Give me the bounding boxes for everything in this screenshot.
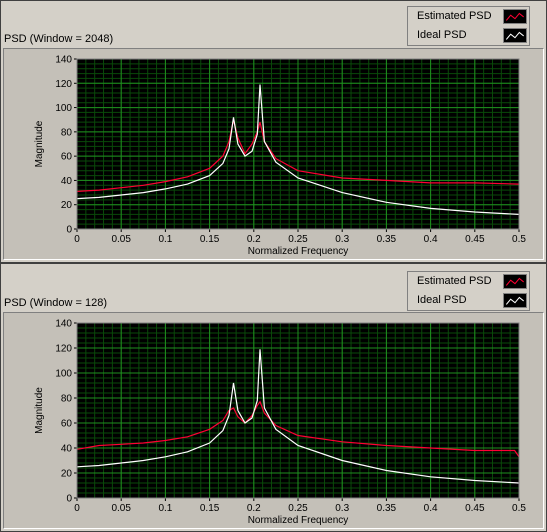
y-tick-label: 60: [61, 419, 73, 430]
y-tick-label: 120: [55, 344, 72, 355]
series-estimated-psd: [77, 400, 519, 458]
psd-graph-2048[interactable]: 0 0.05 0.1 0.15 0.2 0.25 0.3 0.35 0.4 0.45 0.5 0 20 4…: [4, 49, 543, 259]
x-tick-label: 0.5: [512, 234, 526, 245]
y-tick-label: 20: [61, 469, 73, 480]
x-tick-label: 0.3: [335, 503, 349, 514]
x-tick-label: 0.35: [377, 234, 397, 245]
plot-border: [76, 58, 520, 230]
y-tick-label: 80: [61, 127, 73, 138]
legend-item-estimated[interactable]: Estimated PSD: [408, 272, 529, 291]
legend[interactable]: Estimated PSD Ideal PSD: [407, 6, 530, 46]
x-tick-label: 0.05: [111, 234, 131, 245]
x-tick-label: 0.5: [512, 503, 526, 514]
y-tick-label: 140: [55, 55, 72, 66]
psd-panel-window-128: PSD (Window = 128) Estimated PSD Ideal P…: [0, 265, 547, 532]
y-tick-label: 0: [66, 225, 72, 236]
y-tick-label: 60: [61, 152, 73, 163]
series-ideal-psd: [77, 84, 519, 215]
y-tick-label: 140: [55, 319, 72, 330]
y-tick-label: 20: [61, 200, 73, 211]
y-tick-label: 120: [55, 79, 72, 90]
x-tick-label: 0.25: [288, 503, 308, 514]
x-tick-label: 0.45: [465, 503, 485, 514]
y-tick-label: 40: [61, 176, 73, 187]
x-tick-label: 0.25: [288, 234, 308, 245]
y-tick-label: 100: [55, 369, 72, 380]
plot-border: [76, 322, 520, 499]
psd-panel-window-2048: PSD (Window = 2048) Estimated PSD Ideal …: [0, 0, 547, 264]
x-tick-label: 0.15: [200, 234, 220, 245]
x-axis-label: Normalized Frequency: [248, 515, 349, 526]
x-tick-label: 0: [74, 503, 80, 514]
x-tick-label: 0.4: [424, 503, 438, 514]
legend-item-estimated[interactable]: Estimated PSD: [408, 7, 529, 26]
legend-item-ideal[interactable]: Ideal PSD: [408, 26, 529, 45]
chart-title: PSD (Window = 128): [4, 297, 108, 309]
x-tick-label: 0.4: [424, 234, 438, 245]
x-tick-label: 0.2: [247, 503, 261, 514]
legend-label: Estimated PSD: [417, 10, 492, 22]
y-tick-label: 0: [66, 494, 72, 505]
y-axis-label: Magnitude: [34, 120, 45, 167]
y-axis-label: Magnitude: [34, 387, 45, 434]
chart-title: PSD (Window = 2048): [4, 33, 114, 45]
x-tick-label: 0.2: [247, 234, 261, 245]
x-tick-label: 0: [74, 234, 80, 245]
y-tick-label: 80: [61, 394, 73, 405]
x-tick-label: 0.35: [377, 503, 397, 514]
x-axis-label: Normalized Frequency: [248, 246, 349, 257]
graph-area[interactable]: 0 0.05 0.1 0.15 0.2 0.25 0.3 0.35 0.4 0.45 0.5 0 20 4…: [3, 312, 544, 529]
y-tick-label: 40: [61, 444, 73, 455]
x-tick-label: 0.1: [158, 234, 172, 245]
legend-swatch-ideal-icon: [503, 293, 527, 308]
x-tick-label: 0.45: [465, 234, 485, 245]
psd-graph-128[interactable]: 0 0.05 0.1 0.15 0.2 0.25 0.3 0.35 0.4 0.45 0.5 0 20 4…: [4, 313, 543, 528]
x-tick-label: 0.1: [158, 503, 172, 514]
legend-swatch-ideal-icon: [503, 28, 527, 43]
graph-area[interactable]: 0 0.05 0.1 0.15 0.2 0.25 0.3 0.35 0.4 0.45 0.5 0 20 4…: [3, 48, 544, 260]
legend-item-ideal[interactable]: Ideal PSD: [408, 291, 529, 310]
y-tick-label: 100: [55, 103, 72, 114]
x-tick-label: 0.15: [200, 503, 220, 514]
x-tick-label: 0.05: [111, 503, 131, 514]
legend-swatch-estimated-icon: [503, 9, 527, 24]
legend[interactable]: Estimated PSD Ideal PSD: [407, 271, 530, 311]
legend-label: Ideal PSD: [417, 29, 467, 41]
series-estimated-psd: [77, 119, 519, 192]
legend-label: Ideal PSD: [417, 294, 467, 306]
series-ideal-psd: [77, 349, 519, 484]
legend-label: Estimated PSD: [417, 275, 492, 287]
x-tick-label: 0.3: [335, 234, 349, 245]
legend-swatch-estimated-icon: [503, 274, 527, 289]
